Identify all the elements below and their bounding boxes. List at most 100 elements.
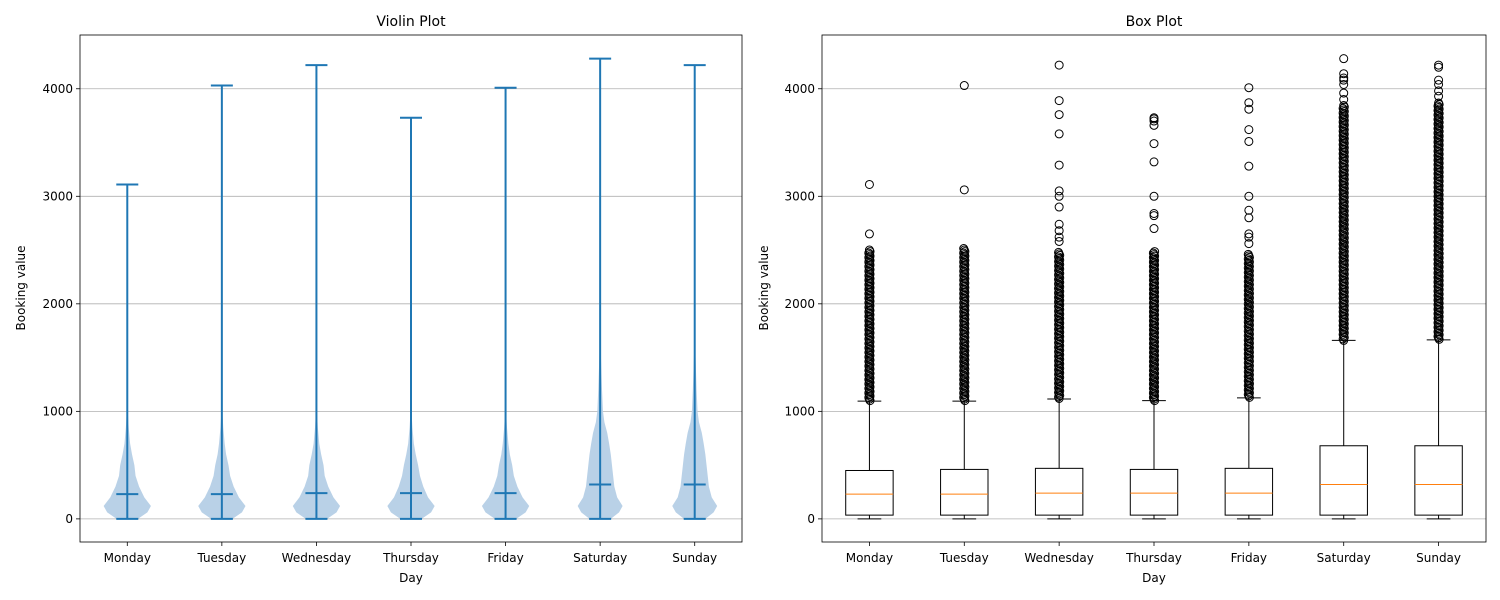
box-outlier-point — [1054, 226, 1064, 236]
violin-y-tick-label: 1000 — [42, 404, 73, 418]
box-outlier-point — [1243, 249, 1253, 259]
box-outlier-point — [1149, 139, 1159, 149]
violin-plot-panel: Violin Plot 0 1000 2000 3000 4000 Monday Tues… — [14, 14, 743, 585]
box-outlier-point — [1339, 88, 1349, 98]
box-outlier-point — [1149, 157, 1159, 167]
box-outlier-point — [1339, 95, 1349, 105]
box-outlier-point — [1339, 79, 1349, 89]
box-outlier-point — [1244, 229, 1254, 239]
box-iqr — [1034, 467, 1084, 516]
box-iqr — [1414, 445, 1463, 516]
violin-y-ticks: 0 1000 2000 3000 4000 — [42, 82, 80, 526]
box-y-axis-label: Booking value — [757, 245, 771, 330]
box-outlier-point — [1338, 104, 1348, 114]
box-outlier-point — [1244, 125, 1254, 135]
box-y-ticks: 0 1000 2000 3000 4000 — [784, 82, 822, 526]
violin-x-tick-label: Sunday — [672, 551, 717, 565]
box-outlier-point — [1433, 101, 1443, 111]
box-x-tick-label: Thursday — [1125, 551, 1182, 565]
violin-x-tick-label: Thursday — [382, 551, 439, 565]
box-outlier-point — [1054, 160, 1064, 170]
violin-x-tick-label: Friday — [487, 551, 523, 565]
box-plot-panel: Box Plot 0 1000 2000 3000 4000 Monday Tuesday… — [757, 14, 1487, 585]
box-outlier-point — [959, 185, 969, 195]
box-outlier-point — [1054, 110, 1064, 120]
box-marks — [845, 54, 1463, 520]
box-outlier-point — [1149, 113, 1159, 123]
violin-y-axis-label: Booking value — [14, 245, 28, 330]
box-outlier-point — [1434, 62, 1444, 72]
box-outlier-point — [1054, 186, 1064, 196]
box-outlier-point — [1434, 86, 1444, 96]
box-outlier-point — [1244, 239, 1254, 249]
box-outlier-point — [1244, 161, 1254, 171]
box-outlier-point — [1244, 136, 1254, 146]
violin-x-tick-label: Saturday — [573, 551, 627, 565]
box-x-axis-label: Day — [1142, 571, 1166, 585]
box-outlier-point — [1149, 116, 1159, 126]
box-outlier-point — [1054, 202, 1064, 212]
box-outlier-point — [1244, 205, 1254, 215]
box-x-tick-label: Friday — [1231, 551, 1267, 565]
box-outlier-point — [1148, 248, 1158, 258]
box-x-tick-label: Monday — [846, 551, 893, 565]
box-outlier-point — [1054, 191, 1064, 201]
box-outlier-point — [1434, 79, 1444, 89]
violin-y-tick-label: 0 — [65, 512, 73, 526]
box-outlier-point — [1244, 98, 1254, 108]
box-x-tick-label: Saturday — [1317, 551, 1371, 565]
box-outlier-point — [1149, 208, 1159, 218]
box-y-tick-label: 3000 — [784, 189, 815, 203]
box-outlier-point — [1339, 101, 1349, 111]
box-iqr — [1129, 468, 1179, 516]
box-plot-title: Box Plot — [1126, 14, 1183, 30]
box-outlier-point — [1244, 83, 1254, 93]
box-outlier-point — [1054, 219, 1064, 229]
box-outlier-point — [864, 248, 874, 258]
box-outlier-point — [1054, 60, 1064, 70]
violin-x-axis-label: Day — [399, 571, 423, 585]
box-outlier-point — [864, 245, 874, 255]
violin-marks — [103, 57, 718, 520]
box-outlier-point — [959, 81, 969, 91]
box-outlier-point — [1150, 247, 1160, 257]
box-outlier-point — [1434, 91, 1444, 101]
violin-plot-title: Violin Plot — [376, 14, 446, 30]
box-x-tick-label: Tuesday — [939, 551, 989, 565]
box-outlier-point — [1244, 104, 1254, 114]
box-outlier-point — [1434, 75, 1444, 85]
box-outlier-point — [1339, 75, 1349, 85]
box-outlier-point — [1244, 191, 1254, 201]
box-iqr — [940, 468, 989, 516]
violin-x-tick-label: Tuesday — [196, 551, 246, 565]
violin-x-tick-label: Monday — [104, 551, 151, 565]
box-outlier-point — [1149, 211, 1159, 221]
violin-y-tick-label: 3000 — [42, 189, 73, 203]
box-x-ticks: Monday Tuesday Wednesday Thursday Friday Satu… — [846, 542, 1461, 565]
box-iqr — [1319, 445, 1368, 516]
box-outlier-point — [1434, 60, 1444, 70]
box-outlier-point — [959, 248, 969, 258]
box-outlier-point — [1054, 247, 1064, 257]
box-x-tick-label: Sunday — [1416, 551, 1461, 565]
violin-y-tick-label: 2000 — [42, 297, 73, 311]
box-outlier-point — [1054, 252, 1064, 262]
box-outlier-point — [1244, 213, 1254, 223]
box-outlier-point — [1148, 253, 1158, 263]
box-outlier-point — [864, 179, 874, 189]
box-outlier-point — [1054, 129, 1064, 139]
box-y-tick-label: 0 — [807, 512, 815, 526]
box-outlier-point — [1339, 73, 1349, 83]
box-outlier-point — [959, 244, 969, 254]
box-y-tick-label: 1000 — [784, 404, 815, 418]
box-outlier-point — [1434, 98, 1444, 108]
box-y-tick-label: 4000 — [784, 82, 815, 96]
box-outlier-point — [1149, 224, 1159, 234]
box-outlier-point — [1339, 69, 1349, 79]
box-x-tick-label: Wednesday — [1024, 551, 1093, 565]
box-outlier-point — [1339, 54, 1349, 64]
violin-y-tick-label: 4000 — [42, 82, 73, 96]
box-outlier-point — [1243, 254, 1253, 264]
violin-x-ticks: Monday Tuesday Wednesday Thursday Friday Satu… — [104, 542, 717, 565]
